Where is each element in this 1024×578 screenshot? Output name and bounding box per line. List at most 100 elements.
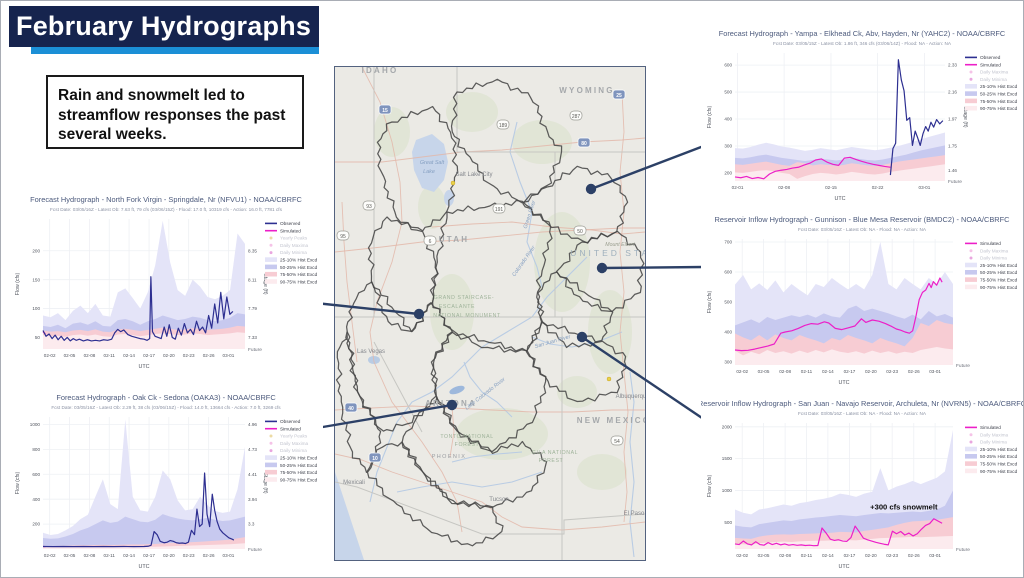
map-label-forest: FOREST xyxy=(455,442,480,448)
series-lines xyxy=(42,276,234,342)
us-route-number: 54 xyxy=(614,439,620,445)
legend-label: 75-50% Hist Excd xyxy=(980,278,1018,283)
map-label-forest: TONTO NATIONAL xyxy=(440,434,493,440)
basin-map-svg: 15 25 80 40 10 189 287 191 93 95 6 50 54 IDAHO WYOMING… xyxy=(334,66,655,560)
legend-label: 90-75% Hist Excd xyxy=(280,279,318,284)
chart-oaka3-svg: Forecast Hydrograph - Oak Ck - Sedona (O… xyxy=(15,393,318,570)
x-axis-title: UTC xyxy=(838,380,849,386)
y-tick: 700 xyxy=(724,240,732,245)
legend-label: Observed xyxy=(280,221,301,226)
chart-nvrn5: Reservoir Inflow Hydrograph - San Juan -… xyxy=(698,393,1023,577)
chart-subtitle: Fcst Date: 03/05/16Z - Latest Ob: 7.63 f… xyxy=(50,207,283,212)
chart-nvrn5-svg: Reservoir Inflow Hydrograph - San Juan -… xyxy=(698,399,1023,570)
y2-tick: 3.3 xyxy=(248,522,255,527)
legend-label: 75-50% Hist Excd xyxy=(980,462,1018,467)
x-tick: 02-08 xyxy=(779,369,791,374)
series-observed xyxy=(42,276,234,342)
band xyxy=(43,514,245,549)
interstate-number: 40 xyxy=(348,406,354,412)
chart-bmdc2-svg: Reservoir Inflow Hydrograph - Gunnison -… xyxy=(707,215,1018,386)
chart-bmdc2: Reservoir Inflow Hydrograph - Gunnison -… xyxy=(701,209,1023,393)
exceedance-bands xyxy=(735,430,953,549)
future-label: Future xyxy=(956,547,970,553)
x-axis-title: UTC xyxy=(838,564,849,570)
us-route-shield-icon xyxy=(492,203,506,214)
exceedance-bands xyxy=(43,220,245,349)
x-tick: 02-15 xyxy=(825,185,837,190)
map-label-city: Las Vegas xyxy=(357,349,385,355)
map-label-country: UNITED STAT xyxy=(570,248,645,258)
x-tick: 02-26 xyxy=(203,353,215,358)
legend-label: Simulated xyxy=(980,62,1001,67)
legend-label: Simulated xyxy=(980,241,1001,246)
x-tick: 02-02 xyxy=(736,553,748,558)
x-tick: 02-17 xyxy=(143,353,155,358)
band xyxy=(43,543,245,549)
x-tick: 02-11 xyxy=(104,353,116,358)
map-label-state: WYOMING xyxy=(559,86,614,95)
map-label-city: Albuquerqu xyxy=(616,394,645,400)
series-simulated xyxy=(734,518,943,547)
legend-label: Observed xyxy=(980,55,1001,60)
x-tick: 02-14 xyxy=(123,353,135,358)
series-observed xyxy=(42,472,235,548)
band xyxy=(735,347,953,365)
terrain-patches xyxy=(374,92,632,490)
y-tick: 2000 xyxy=(722,424,733,429)
x-tick: 02-23 xyxy=(183,553,195,558)
y-tick: 50 xyxy=(35,335,41,340)
y-tick: 200 xyxy=(32,522,40,527)
y-axis-title: Flow (cfs) xyxy=(707,474,713,497)
interstate-shield-icon xyxy=(577,137,591,148)
accent-bar xyxy=(31,47,319,54)
x-tick: 02-08 xyxy=(779,553,791,558)
map-label-forest: GILA NATIONAL xyxy=(532,450,578,456)
y2-tick: 2.16 xyxy=(948,90,957,95)
annotation-snowmelt: +300 cfs snowmelt xyxy=(870,503,938,512)
legend-label: 50-25% Hist Excd xyxy=(280,265,318,270)
y-tick: 500 xyxy=(724,520,732,525)
map-label-forest: ESCALANTE xyxy=(439,304,475,310)
x-tick: 02-20 xyxy=(865,553,877,558)
band xyxy=(43,419,245,549)
interstate-number: 15 xyxy=(382,108,388,114)
map-label-state: IDAHO xyxy=(362,67,399,75)
legend: Simulated Daily Maxima Daily Minima 25-10% … xyxy=(965,241,1018,290)
x-tick: 02-11 xyxy=(801,553,813,558)
y2-tick: 8.35 xyxy=(248,248,257,253)
x-tick: 03-01 xyxy=(223,353,235,358)
us-route-shield-icon xyxy=(573,225,587,236)
x-tick: 02-14 xyxy=(123,553,135,558)
series-simulated xyxy=(734,277,943,352)
us-route-number: 6 xyxy=(429,239,432,245)
x-tick: 02-08 xyxy=(84,353,96,358)
x-tick: 03-01 xyxy=(919,185,931,190)
map-label-water: Lake xyxy=(423,169,435,175)
y2-tick: 1.97 xyxy=(948,117,957,122)
x-axis-title: UTC xyxy=(138,564,149,570)
x-tick: 02-20 xyxy=(163,553,175,558)
chart-yahc2: Forecast Hydrograph - Yampa - Elkhead Ck… xyxy=(701,23,1023,209)
map-label-city: Mexicali xyxy=(343,480,365,486)
x-tick: 02-20 xyxy=(163,353,175,358)
us-route-shield-icon xyxy=(336,230,350,241)
legend: Simulated Daily Maxima Daily Minima 25-10% … xyxy=(965,425,1018,474)
axes: 02-02 02-05 02-08 02-11 02-14 02-17 02-20 02-23… xyxy=(707,240,970,386)
series-simulated xyxy=(734,156,891,180)
chart-title: Reservoir Inflow Hydrograph - San Juan -… xyxy=(701,399,1023,408)
legend-label: Yearly Peaks xyxy=(280,236,308,241)
chart-title: Forecast Hydrograph - North Fork Virgin … xyxy=(30,195,302,204)
x-tick: 02-05 xyxy=(64,353,76,358)
chart-subtitle: Fcst Date: 03/05/16Z - Latest Ob: NA - F… xyxy=(798,227,927,232)
y-tick: 600 xyxy=(724,270,732,275)
chart-yahc2-svg: Forecast Hydrograph - Yampa - Elkhead Ck… xyxy=(707,29,1018,202)
chart-subtitle: Fcst Date: 03/05/15Z - Latest Ob: 1.86 f… xyxy=(773,41,952,46)
legend-label: Observed xyxy=(280,419,301,424)
x-tick: 02-26 xyxy=(908,553,920,558)
x-tick: 02-23 xyxy=(886,369,898,374)
map-label-state: UTAH xyxy=(439,235,469,244)
us-route-number: 93 xyxy=(366,204,372,210)
map-label-forest: GRAND STAIRCASE- xyxy=(434,295,495,301)
us-route-number: 95 xyxy=(340,234,346,240)
y2-axis-title: Stage (ft) xyxy=(262,472,268,494)
